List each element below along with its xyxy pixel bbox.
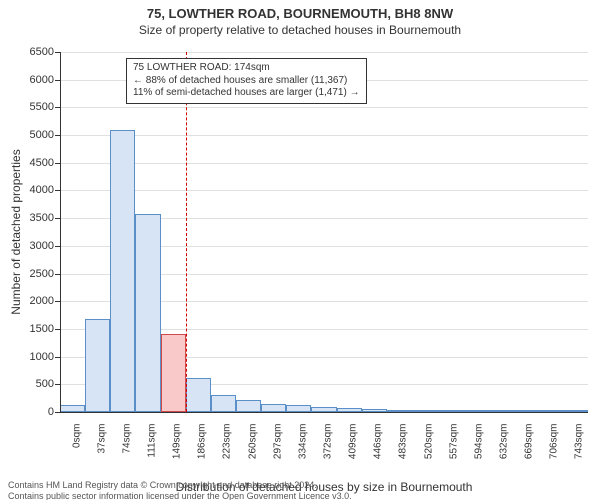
- histogram-bar: [186, 378, 211, 412]
- gridline: [60, 52, 588, 53]
- x-tick-label: 372sqm: [323, 424, 334, 460]
- y-tick-label: 1000: [4, 351, 54, 363]
- x-tick-label: 594sqm: [473, 424, 484, 460]
- x-tick-label: 0sqm: [71, 424, 82, 448]
- plot-area: Number of detached properties Distributi…: [60, 52, 588, 412]
- x-tick-label: 334sqm: [297, 424, 308, 460]
- y-tick-label: 0: [4, 406, 54, 418]
- x-tick-label: 743sqm: [574, 424, 585, 460]
- y-tick-label: 2500: [4, 268, 54, 280]
- gridline: [60, 135, 588, 136]
- y-tick-label: 6000: [4, 74, 54, 86]
- histogram-bar: [211, 395, 236, 412]
- x-tick-label: 520sqm: [423, 424, 434, 460]
- y-tick-label: 500: [4, 378, 54, 390]
- y-tick-label: 5000: [4, 129, 54, 141]
- annotation-box: 75 LOWTHER ROAD: 174sqm ← 88% of detache…: [126, 58, 367, 104]
- footer-line-1: Contains HM Land Registry data © Crown c…: [8, 480, 352, 491]
- x-tick-label: 223sqm: [222, 424, 233, 460]
- x-tick-label: 37sqm: [96, 424, 107, 454]
- y-tick-label: 4500: [4, 157, 54, 169]
- x-tick-label: 260sqm: [247, 424, 258, 460]
- x-axis-line: [60, 412, 588, 413]
- x-tick-label: 669sqm: [524, 424, 535, 460]
- plot-wrap: Number of detached properties Distributi…: [60, 52, 588, 412]
- x-tick-label: 74sqm: [121, 424, 132, 454]
- y-tick-label: 2000: [4, 295, 54, 307]
- gridline: [60, 107, 588, 108]
- chart-container: 75, LOWTHER ROAD, BOURNEMOUTH, BH8 8NW S…: [0, 6, 600, 500]
- x-tick-label: 446sqm: [373, 424, 384, 460]
- histogram-bar: [60, 405, 85, 412]
- x-tick-label: 483sqm: [398, 424, 409, 460]
- y-axis-line: [60, 52, 61, 412]
- histogram-bar: [135, 214, 160, 412]
- x-tick-label: 186sqm: [197, 424, 208, 460]
- y-tick-label: 6500: [4, 46, 54, 58]
- histogram-bar: [85, 319, 110, 412]
- histogram-bar-highlight: [161, 334, 186, 412]
- histogram-bar: [110, 130, 135, 412]
- x-tick-label: 557sqm: [448, 424, 459, 460]
- y-tick-label: 1500: [4, 323, 54, 335]
- x-tick-label: 297sqm: [272, 424, 283, 460]
- footer-attribution: Contains HM Land Registry data © Crown c…: [8, 480, 352, 500]
- chart-title: 75, LOWTHER ROAD, BOURNEMOUTH, BH8 8NW: [0, 6, 600, 21]
- histogram-bar: [286, 405, 311, 412]
- x-tick-label: 409sqm: [348, 424, 359, 460]
- footer-line-2: Contains public sector information licen…: [8, 491, 352, 500]
- y-axis-label: Number of detached properties: [9, 149, 23, 314]
- x-tick-label: 706sqm: [549, 424, 560, 460]
- annotation-line-1: 75 LOWTHER ROAD: 174sqm: [133, 62, 360, 75]
- annotation-line-2: ← 88% of detached houses are smaller (11…: [133, 75, 360, 88]
- highlight-divider-line: [186, 52, 187, 412]
- y-tick-label: 4000: [4, 184, 54, 196]
- y-tick-label: 5500: [4, 101, 54, 113]
- gridline: [60, 163, 588, 164]
- chart-subtitle: Size of property relative to detached ho…: [0, 23, 600, 37]
- x-tick-label: 111sqm: [147, 424, 158, 458]
- gridline: [60, 190, 588, 191]
- x-tick-label: 149sqm: [172, 424, 183, 460]
- x-tick-label: 632sqm: [499, 424, 510, 460]
- annotation-line-3: 11% of semi-detached houses are larger (…: [133, 87, 360, 100]
- y-tick-label: 3500: [4, 212, 54, 224]
- histogram-bar: [261, 404, 286, 412]
- y-tick-label: 3000: [4, 240, 54, 252]
- histogram-bar: [236, 400, 261, 412]
